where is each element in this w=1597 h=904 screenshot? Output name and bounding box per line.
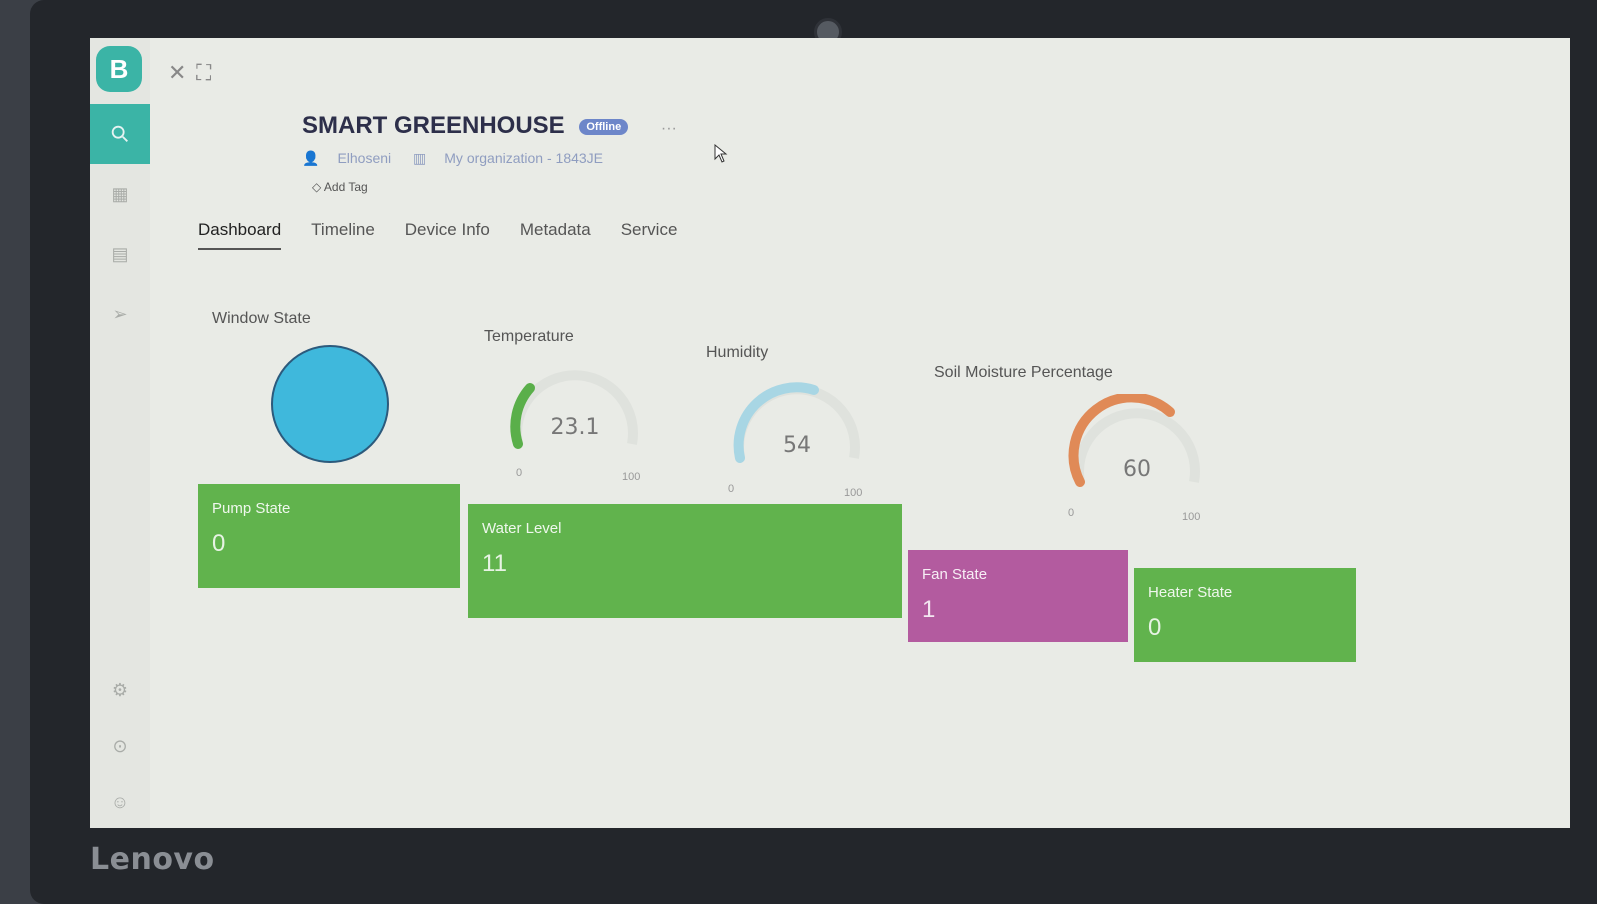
- more-menu[interactable]: ···: [660, 120, 677, 137]
- tab-device-info[interactable]: Device Info: [404, 220, 490, 239]
- tab-dashboard[interactable]: Dashboard: [198, 220, 282, 250]
- organization-name[interactable]: My organization - 1843JE: [444, 150, 604, 166]
- water-level-value: 11: [482, 550, 507, 577]
- soil-moisture-max: 100: [1182, 511, 1200, 523]
- device-meta: 👤 Elhoseni ▥ My organization - 1843JE: [302, 150, 621, 167]
- app-screen: B ▦ ▤ ➢ ⚙ ⊙ ☺ ✕ ⛶ SMART GREENHOUSE Offli…: [90, 38, 1570, 828]
- tab-bar: Dashboard Timeline Device Info Metadata …: [198, 220, 677, 250]
- laptop-brand: Lenovo: [90, 842, 215, 877]
- water-level-label: Water Level: [482, 520, 562, 537]
- temperature-label: Temperature: [484, 328, 574, 345]
- humidity-gauge: 54 0 100: [728, 382, 862, 499]
- soil-moisture-gauge: 60 0 100: [1068, 394, 1200, 523]
- tab-timeline[interactable]: Timeline: [311, 220, 375, 239]
- pump-state-value: 0: [212, 530, 226, 557]
- humidity-max: 100: [844, 487, 862, 499]
- fan-state-value: 1: [922, 596, 936, 623]
- tab-metadata[interactable]: Metadata: [519, 220, 591, 239]
- status-badge: Offline: [579, 118, 629, 135]
- soil-moisture-min: 0: [1068, 507, 1074, 519]
- close-icon[interactable]: ✕: [168, 60, 187, 85]
- add-tag-label: Add Tag: [323, 180, 368, 194]
- humidity-value: 54: [783, 433, 811, 458]
- temperature-max: 100: [622, 471, 640, 483]
- soil-moisture-value: 60: [1123, 457, 1151, 482]
- fan-state-tile: Fan State 1: [908, 550, 1128, 642]
- tag-icon: ◇: [312, 180, 322, 194]
- humidity-min: 0: [728, 483, 734, 495]
- grid-icon[interactable]: ▦: [111, 183, 129, 204]
- building-icon[interactable]: ▤: [111, 243, 129, 264]
- organization-icon: ▥: [413, 150, 427, 166]
- heater-state-value: 0: [1148, 614, 1162, 641]
- fan-state-label: Fan State: [922, 566, 988, 583]
- heater-state-label: Heater State: [1148, 584, 1233, 601]
- page-title: SMART GREENHOUSE: [302, 112, 565, 139]
- user-icon[interactable]: ☺: [110, 791, 130, 812]
- window-state-led: [271, 345, 389, 463]
- settings-icon[interactable]: ⚙: [111, 679, 129, 700]
- add-tag-button[interactable]: ◇ Add Tag: [312, 180, 368, 194]
- mouse-cursor-icon: [714, 144, 728, 163]
- humidity-label: Humidity: [706, 344, 769, 361]
- fullscreen-icon[interactable]: ⛶: [196, 60, 212, 85]
- owner-name[interactable]: Elhoseni: [337, 150, 392, 166]
- temperature-min: 0: [516, 467, 522, 479]
- help-icon[interactable]: ⊙: [112, 735, 128, 756]
- water-level-tile: Water Level 11: [468, 504, 902, 618]
- send-icon[interactable]: ➢: [112, 303, 128, 324]
- temperature-gauge: 23.1 0 100: [510, 370, 640, 483]
- tab-service[interactable]: Service: [620, 220, 678, 239]
- heater-state-tile: Heater State 0: [1134, 568, 1356, 662]
- search-button[interactable]: [90, 104, 150, 164]
- device-header: SMART GREENHOUSE Offline ···: [302, 112, 677, 140]
- owner-icon: 👤: [302, 150, 320, 166]
- temperature-value: 23.1: [551, 415, 600, 440]
- pump-state-tile: Pump State 0: [198, 484, 460, 588]
- sidebar: B ▦ ▤ ➢ ⚙ ⊙ ☺: [90, 38, 150, 828]
- pump-state-label: Pump State: [212, 500, 291, 517]
- app-logo[interactable]: B: [96, 46, 142, 92]
- window-state-label: Window State: [212, 310, 311, 327]
- soil-moisture-label: Soil Moisture Percentage: [934, 364, 1113, 381]
- search-icon: [111, 125, 128, 142]
